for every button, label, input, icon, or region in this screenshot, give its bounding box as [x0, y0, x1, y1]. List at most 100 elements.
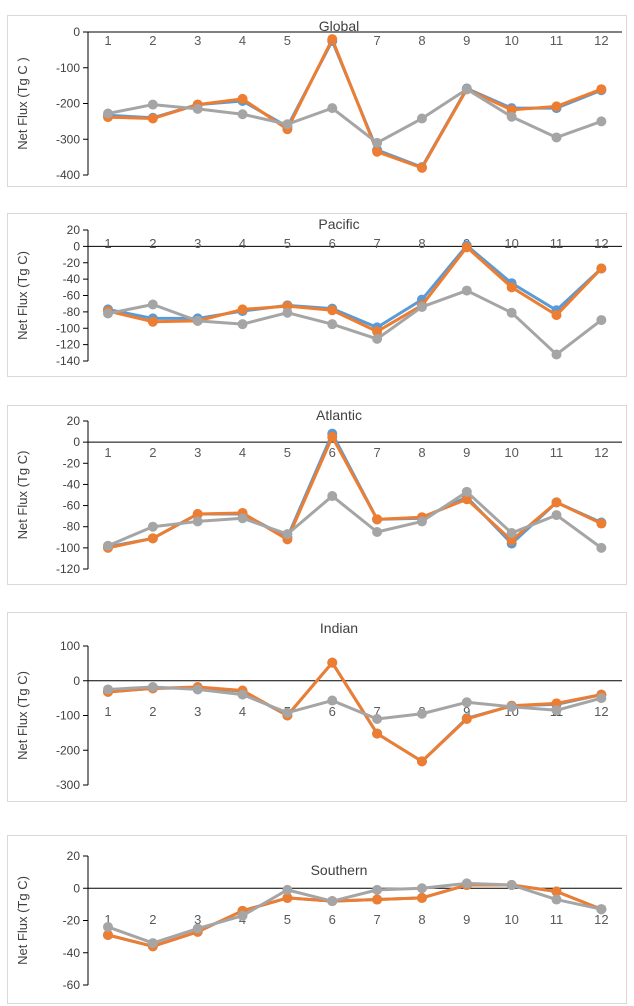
x-tick-label: 1: [104, 445, 111, 460]
y-tick-label: -20: [63, 256, 81, 270]
data-point: [237, 93, 248, 104]
data-point: [147, 316, 158, 327]
x-tick-label: 8: [418, 236, 425, 251]
x-tick-label: 7: [373, 33, 380, 48]
y-tick-label: 0: [73, 239, 80, 253]
data-point: [461, 878, 472, 889]
data-point: [147, 938, 158, 949]
data-point: [461, 84, 472, 95]
data-point: [416, 162, 427, 173]
y-axis-label: Net Flux (Tg C): [15, 251, 30, 340]
data-point: [282, 892, 293, 903]
data-point: [103, 921, 113, 932]
data-point: [416, 516, 427, 527]
data-point: [282, 307, 293, 318]
data-point: [416, 883, 427, 894]
data-point: [237, 109, 248, 120]
x-tick-label: 5: [284, 33, 291, 48]
data-point: [551, 698, 562, 709]
chart-title-atlantic: Atlantic: [316, 407, 362, 423]
data-point: [596, 315, 607, 326]
x-tick-label: 4: [239, 704, 246, 719]
x-tick-label: 7: [373, 236, 380, 251]
y-tick-label: -120: [56, 338, 80, 352]
data-point: [596, 263, 607, 274]
data-point: [596, 693, 607, 704]
y-tick-label: -60: [63, 499, 81, 513]
data-point: [147, 113, 158, 124]
data-point: [147, 533, 158, 544]
data-point: [461, 242, 472, 253]
data-point: [192, 684, 203, 695]
x-tick-label: 12: [594, 236, 608, 251]
data-point: [372, 514, 383, 525]
x-tick-label: 8: [418, 33, 425, 48]
data-point: [551, 705, 562, 716]
x-tick-label: 1: [104, 33, 111, 48]
y-tick-label: -140: [56, 354, 80, 368]
x-tick-label: 1: [104, 236, 111, 251]
data-point: [237, 689, 248, 700]
data-point: [506, 701, 517, 712]
data-point: [372, 137, 383, 148]
x-tick-label: 9: [463, 445, 470, 460]
y-tick-label: -100: [56, 321, 80, 335]
data-point: [416, 708, 427, 719]
x-tick-label: 3: [194, 912, 201, 927]
y-tick-label: 0: [73, 25, 80, 39]
data-point: [461, 285, 472, 296]
x-tick-label: 5: [284, 445, 291, 460]
chart-title-indian: Indian: [320, 620, 358, 636]
series-line-3: [107, 289, 603, 356]
x-tick-label: 12: [594, 912, 608, 927]
data-point: [192, 315, 203, 326]
data-point: [416, 301, 427, 312]
data-point: [192, 923, 203, 934]
data-point: [327, 657, 338, 668]
y-tick-label: -40: [63, 946, 81, 960]
data-point: [282, 707, 293, 718]
x-tick-label: 2: [149, 33, 156, 48]
x-tick-label: 2: [149, 445, 156, 460]
data-point: [596, 116, 607, 127]
data-point: [461, 486, 472, 497]
data-point: [416, 113, 427, 124]
data-point: [596, 904, 607, 915]
x-tick-label: 6: [329, 704, 336, 719]
data-point: [416, 892, 427, 903]
series-line-1: [107, 432, 602, 549]
data-point: [506, 535, 517, 546]
chart-panel-southern: 200-20-40-60123456789101112SouthernNet F…: [7, 835, 627, 1004]
x-tick-label: 2: [149, 912, 156, 927]
series-line-3: [107, 685, 602, 721]
y-tick-label: -100: [56, 709, 80, 723]
data-point: [372, 713, 383, 724]
x-tick-label: 11: [550, 445, 564, 460]
x-tick-label: 7: [373, 704, 380, 719]
data-point: [416, 756, 427, 767]
data-point: [506, 880, 517, 891]
y-axis-label: Net Flux (Tg C): [15, 876, 30, 965]
data-point: [372, 146, 383, 157]
y-tick-label: 0: [73, 881, 80, 895]
data-point: [327, 896, 338, 907]
x-tick-label: 7: [373, 912, 380, 927]
data-point: [506, 307, 517, 318]
data-point: [506, 528, 517, 539]
y-tick-label: 20: [67, 414, 81, 428]
x-tick-label: 10: [504, 33, 518, 48]
chart-panel-global: 0-100-200-300-400123456789101112GlobalNe…: [7, 15, 627, 187]
y-tick-label: -20: [63, 914, 81, 928]
data-point: [192, 509, 203, 520]
data-point: [147, 521, 158, 532]
x-tick-label: 3: [194, 704, 201, 719]
data-point: [372, 884, 383, 895]
data-point: [327, 431, 338, 442]
x-tick-label: 1: [104, 704, 111, 719]
y-tick-label: -400: [56, 168, 80, 182]
data-point: [461, 713, 472, 724]
data-point: [372, 894, 383, 905]
data-point: [147, 99, 158, 110]
data-point: [103, 684, 113, 695]
